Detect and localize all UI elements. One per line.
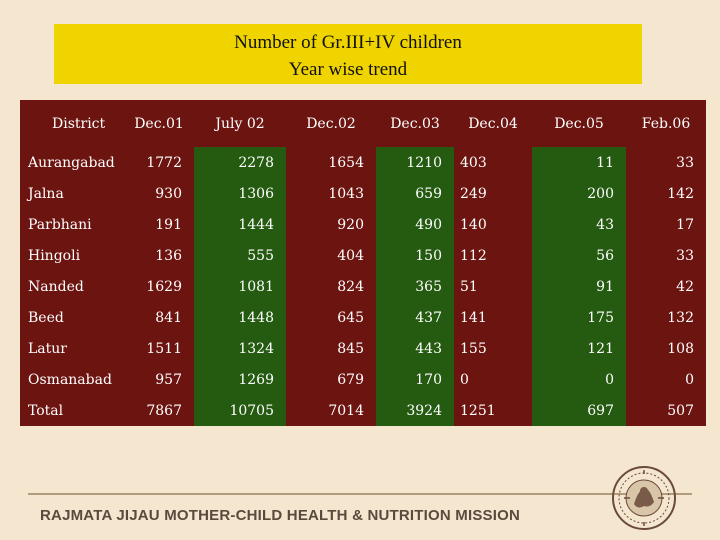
cell-dec01: 957 — [124, 364, 194, 395]
footer-mission-name: RAJMATA JIJAU MOTHER-CHILD HEALTH & NUTR… — [40, 507, 521, 524]
cell-dec04: 155 — [454, 333, 532, 364]
cell-dec05: 0 — [532, 364, 626, 395]
cell-dec05: 175 — [532, 302, 626, 333]
table-row: Total 7867 10705 7014 3924 1251 697 507 — [20, 395, 706, 426]
cell-feb06: 142 — [626, 178, 706, 209]
cell-dec02: 679 — [286, 364, 376, 395]
cell-feb06: 33 — [626, 147, 706, 178]
header-dec05: Dec.05 — [532, 100, 626, 147]
cell-feb06: 17 — [626, 209, 706, 240]
mission-emblem-icon — [612, 466, 676, 530]
header-dec04: Dec.04 — [454, 100, 532, 147]
cell-dec04: 51 — [454, 271, 532, 302]
cell-dec04: 249 — [454, 178, 532, 209]
header-feb06: Feb.06 — [626, 100, 706, 147]
table-row: Osmanabad 957 1269 679 170 0 0 0 — [20, 364, 706, 395]
cell-dec03: 365 — [376, 271, 454, 302]
title-line-1: Number of Gr.III+IV children — [234, 32, 462, 53]
table-row: Jalna 930 1306 1043 659 249 200 142 — [20, 178, 706, 209]
table-row: Parbhani 191 1444 920 490 140 43 17 — [20, 209, 706, 240]
footer-divider — [28, 493, 692, 495]
cell-dec01: 841 — [124, 302, 194, 333]
cell-dec03: 1210 — [376, 147, 454, 178]
cell-dec03: 490 — [376, 209, 454, 240]
cell-district: Beed — [20, 302, 124, 333]
cell-dec02: 1043 — [286, 178, 376, 209]
cell-dec01: 1772 — [124, 147, 194, 178]
cell-dec05: 43 — [532, 209, 626, 240]
cell-july02: 1306 — [194, 178, 286, 209]
cell-dec04: 1251 — [454, 395, 532, 426]
cell-july02: 10705 — [194, 395, 286, 426]
cell-dec05: 121 — [532, 333, 626, 364]
cell-dec01: 930 — [124, 178, 194, 209]
cell-dec03: 437 — [376, 302, 454, 333]
header-dec03: Dec.03 — [376, 100, 454, 147]
cell-july02: 1081 — [194, 271, 286, 302]
cell-dec05: 200 — [532, 178, 626, 209]
cell-july02: 2278 — [194, 147, 286, 178]
cell-dec02: 845 — [286, 333, 376, 364]
cell-feb06: 132 — [626, 302, 706, 333]
table-header-row: District Dec.01 July 02 Dec.02 Dec.03 De… — [20, 100, 706, 147]
data-table-container: District Dec.01 July 02 Dec.02 Dec.03 De… — [20, 100, 706, 450]
cell-dec01: 1629 — [124, 271, 194, 302]
table-row: Latur 1511 1324 845 443 155 121 108 — [20, 333, 706, 364]
cell-feb06: 42 — [626, 271, 706, 302]
children-count-table: District Dec.01 July 02 Dec.02 Dec.03 De… — [20, 100, 706, 426]
cell-district: Parbhani — [20, 209, 124, 240]
table-row: Beed 841 1448 645 437 141 175 132 — [20, 302, 706, 333]
cell-dec05: 91 — [532, 271, 626, 302]
cell-dec02: 920 — [286, 209, 376, 240]
cell-dec01: 7867 — [124, 395, 194, 426]
cell-dec05: 56 — [532, 240, 626, 271]
cell-dec04: 403 — [454, 147, 532, 178]
cell-district: Jalna — [20, 178, 124, 209]
cell-district: Nanded — [20, 271, 124, 302]
cell-feb06: 108 — [626, 333, 706, 364]
cell-feb06: 507 — [626, 395, 706, 426]
cell-dec03: 3924 — [376, 395, 454, 426]
table-row: Hingoli 136 555 404 150 112 56 33 — [20, 240, 706, 271]
cell-dec01: 136 — [124, 240, 194, 271]
title-line-2: Year wise trend — [288, 59, 408, 80]
cell-dec05: 11 — [532, 147, 626, 178]
cell-dec01: 1511 — [124, 333, 194, 364]
cell-july02: 1448 — [194, 302, 286, 333]
cell-district: Hingoli — [20, 240, 124, 271]
cell-dec04: 0 — [454, 364, 532, 395]
cell-district: Aurangabad — [20, 147, 124, 178]
table-row: Aurangabad 1772 2278 1654 1210 403 11 33 — [20, 147, 706, 178]
cell-feb06: 33 — [626, 240, 706, 271]
cell-district: Total — [20, 395, 124, 426]
table-row: Nanded 1629 1081 824 365 51 91 42 — [20, 271, 706, 302]
cell-dec02: 824 — [286, 271, 376, 302]
cell-dec03: 443 — [376, 333, 454, 364]
cell-dec03: 150 — [376, 240, 454, 271]
cell-feb06: 0 — [626, 364, 706, 395]
cell-dec04: 112 — [454, 240, 532, 271]
cell-july02: 555 — [194, 240, 286, 271]
cell-dec04: 141 — [454, 302, 532, 333]
header-dec01: Dec.01 — [124, 100, 194, 147]
cell-dec05: 697 — [532, 395, 626, 426]
cell-dec02: 645 — [286, 302, 376, 333]
header-district: District — [20, 100, 124, 147]
cell-district: Latur — [20, 333, 124, 364]
cell-dec02: 404 — [286, 240, 376, 271]
header-july02: July 02 — [194, 100, 286, 147]
cell-july02: 1444 — [194, 209, 286, 240]
slide-title: Number of Gr.III+IV children Year wise t… — [54, 24, 642, 84]
cell-dec04: 140 — [454, 209, 532, 240]
cell-dec03: 659 — [376, 178, 454, 209]
cell-july02: 1269 — [194, 364, 286, 395]
header-dec02: Dec.02 — [286, 100, 376, 147]
cell-dec02: 1654 — [286, 147, 376, 178]
cell-dec02: 7014 — [286, 395, 376, 426]
cell-july02: 1324 — [194, 333, 286, 364]
cell-dec03: 170 — [376, 364, 454, 395]
cell-district: Osmanabad — [20, 364, 124, 395]
cell-dec01: 191 — [124, 209, 194, 240]
